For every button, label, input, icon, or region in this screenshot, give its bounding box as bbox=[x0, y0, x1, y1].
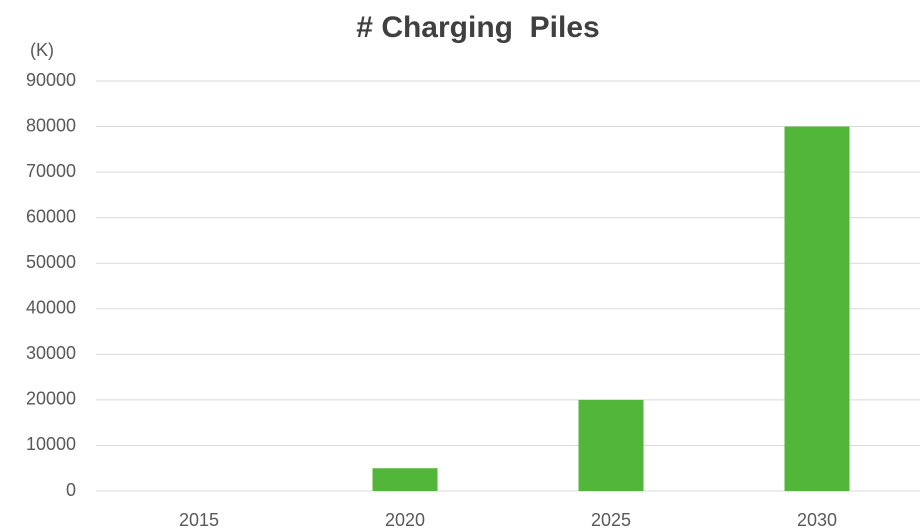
y-tick-label: 0 bbox=[66, 480, 76, 500]
x-tick-label: 2030 bbox=[797, 510, 837, 530]
y-tick-label: 20000 bbox=[26, 389, 76, 409]
y-tick-label: 70000 bbox=[26, 161, 76, 181]
y-tick-label: 40000 bbox=[26, 298, 76, 318]
y-tick-label: 30000 bbox=[26, 343, 76, 363]
bar bbox=[784, 126, 850, 492]
bar bbox=[372, 468, 438, 491]
bar bbox=[578, 399, 644, 491]
y-tick-label: 80000 bbox=[26, 115, 76, 135]
x-tick-label: 2015 bbox=[179, 510, 219, 530]
y-tick-label: 50000 bbox=[26, 252, 76, 272]
x-tick-label: 2020 bbox=[385, 510, 425, 530]
y-tick-label: 90000 bbox=[26, 70, 76, 90]
y-axis-label: (K) bbox=[30, 40, 54, 60]
x-tick-label: 2025 bbox=[591, 510, 631, 530]
y-tick-label: 60000 bbox=[26, 206, 76, 226]
chart-title: # Charging Piles bbox=[356, 11, 599, 44]
y-tick-label: 10000 bbox=[26, 434, 76, 454]
